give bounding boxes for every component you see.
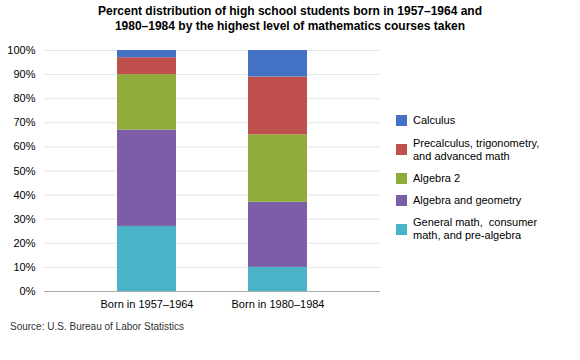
html-text:Precalculus, trigonometry, and: Precalculus, trigonometry, and advanced …	[413, 136, 540, 162]
html-text:Percent distribution of high s: Percent distribution of high school stud…	[98, 4, 482, 33]
svg-text:90%: 90%	[13, 68, 35, 80]
html-text:Calculus: Calculus	[413, 114, 456, 127]
svg-text:20%: 20%	[13, 237, 35, 249]
html-text:Source: U.S. Bureau of Labor S: Source: U.S. Bureau of Labor Statistics	[10, 321, 184, 332]
html-text:General math, consumer math, a: General math, consumer math, and pre-alg…	[413, 216, 538, 242]
svg-text:70%: 70%	[13, 116, 35, 128]
html-text:Algebra and geometry: Algebra and geometry	[413, 194, 522, 207]
svg-text:Born in 1957–1964: Born in 1957–1964	[101, 298, 194, 310]
svg-text:100%: 100%	[7, 44, 35, 56]
svg-text:10%: 10%	[13, 261, 35, 273]
svg-text:0%: 0%	[20, 285, 36, 297]
svg-text:80%: 80%	[13, 92, 35, 104]
svg-text:60%: 60%	[13, 140, 35, 152]
svg-text:40%: 40%	[13, 189, 35, 201]
svg-text:Born in 1980–1984: Born in 1980–1984	[232, 298, 325, 310]
svg-text:30%: 30%	[13, 213, 35, 225]
svg-text:50%: 50%	[13, 165, 35, 177]
html-text:Algebra 2: Algebra 2	[413, 171, 461, 184]
